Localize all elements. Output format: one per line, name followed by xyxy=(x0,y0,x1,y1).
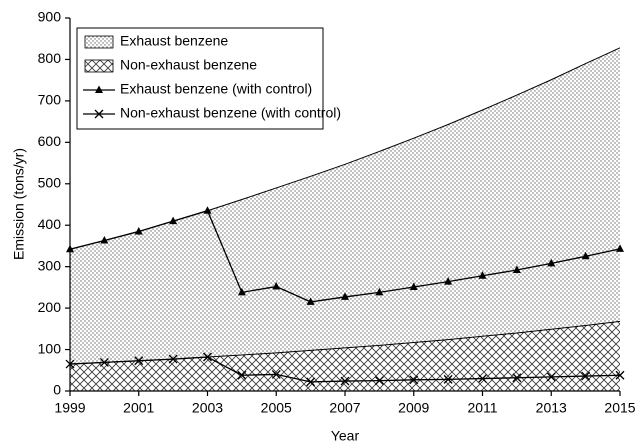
y-tick-label: 200 xyxy=(38,299,62,315)
marker xyxy=(306,377,316,387)
marker xyxy=(99,357,109,367)
x-tick-label: 2007 xyxy=(329,400,360,416)
x-tick-label: 2015 xyxy=(604,400,635,416)
x-tick-label: 2003 xyxy=(192,400,223,416)
marker xyxy=(203,352,212,362)
marker xyxy=(341,292,349,300)
marker xyxy=(546,372,556,382)
legend-label: Exhaust benzene (with control) xyxy=(120,81,312,97)
marker xyxy=(134,226,143,235)
y-tick-label: 400 xyxy=(38,216,62,232)
marker xyxy=(443,374,453,384)
marker xyxy=(95,85,103,93)
y-tick-label: 800 xyxy=(38,50,62,66)
legend-box xyxy=(76,27,324,130)
x-tick-label: 2011 xyxy=(467,400,497,416)
area-fill xyxy=(70,47,620,392)
marker xyxy=(134,356,144,366)
marker xyxy=(168,354,178,364)
y-tick-label: 900 xyxy=(38,9,62,25)
marker xyxy=(512,373,522,383)
marker xyxy=(94,109,104,119)
marker xyxy=(374,376,384,386)
marker xyxy=(409,282,418,290)
marker xyxy=(581,371,591,381)
marker xyxy=(375,287,384,296)
legend-label: Non-exhaust benzene xyxy=(120,57,257,73)
marker xyxy=(203,206,212,214)
marker xyxy=(512,265,521,273)
y-tick-label: 500 xyxy=(38,174,62,190)
marker xyxy=(478,374,487,384)
x-tick-label: 2009 xyxy=(398,400,429,416)
marker xyxy=(547,258,556,267)
marker xyxy=(478,271,487,279)
marker xyxy=(409,375,419,385)
marker xyxy=(271,369,281,379)
legend-swatch xyxy=(84,35,114,49)
legend-label: Non-exhaust benzene (with control) xyxy=(120,105,341,121)
marker xyxy=(237,370,247,380)
legend: Exhaust benzene Non-exhaust benzene Exhaus… xyxy=(76,27,341,130)
marker xyxy=(615,370,625,380)
y-tick-label: 0 xyxy=(53,382,61,398)
y-tick-label: 100 xyxy=(38,340,62,356)
marker xyxy=(306,297,315,305)
legend-swatch xyxy=(84,59,114,73)
marker xyxy=(237,287,246,296)
y-tick-label: 300 xyxy=(38,257,62,273)
marker xyxy=(272,282,281,290)
marker xyxy=(340,376,350,386)
marker xyxy=(100,236,109,244)
legend-label: Exhaust benzene xyxy=(120,33,228,49)
marker xyxy=(616,244,624,252)
x-axis-label: Year xyxy=(331,428,360,444)
marker xyxy=(581,251,590,260)
x-tick-label: 2005 xyxy=(261,400,292,416)
x-tick-label: 2013 xyxy=(536,400,567,416)
x-tick-label: 1999 xyxy=(54,400,85,416)
x-tick-label: 2001 xyxy=(123,400,154,416)
y-tick-label: 600 xyxy=(38,133,62,149)
y-tick-label: 700 xyxy=(38,92,62,108)
marker xyxy=(169,216,178,225)
y-axis-label: Emission (tons/yr) xyxy=(11,148,27,260)
marker xyxy=(444,277,453,285)
area-fill xyxy=(70,321,620,391)
